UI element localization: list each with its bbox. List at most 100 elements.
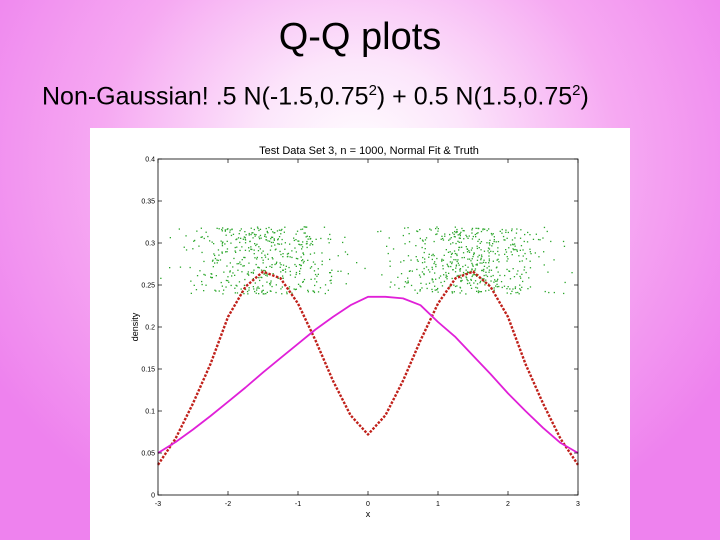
- scatter-point: [314, 278, 316, 280]
- scatter-point: [313, 291, 316, 294]
- scatter-point: [226, 228, 228, 231]
- scatter-point: [519, 260, 521, 263]
- scatter-point: [305, 236, 307, 238]
- scatter-point: [489, 239, 491, 241]
- scatter-point: [313, 270, 316, 272]
- scatter-point: [268, 226, 270, 229]
- scatter-point: [516, 273, 518, 275]
- scatter-point: [488, 260, 490, 262]
- scatter-point: [529, 251, 531, 253]
- scatter-point: [553, 291, 555, 294]
- scatter-point: [564, 281, 566, 284]
- scatter-point: [511, 254, 513, 256]
- scatter-point: [479, 282, 481, 284]
- scatter-point: [226, 240, 228, 242]
- scatter-point: [431, 268, 434, 270]
- scatter-point: [328, 242, 330, 244]
- scatter-point: [517, 270, 519, 272]
- scatter-point: [229, 229, 231, 231]
- scatter-points: [160, 226, 573, 295]
- scatter-point: [227, 228, 229, 230]
- scatter-point: [488, 289, 490, 291]
- scatter-point: [256, 256, 258, 259]
- scatter-point: [271, 266, 273, 268]
- scatter-point: [281, 293, 283, 295]
- scatter-point: [306, 226, 308, 228]
- scatter-point: [424, 248, 426, 250]
- scatter-point: [539, 239, 541, 241]
- scatter-point: [224, 229, 226, 231]
- scatter-point: [254, 235, 256, 237]
- scatter-point: [495, 241, 497, 243]
- scatter-point: [245, 234, 247, 236]
- scatter-point: [451, 291, 453, 293]
- scatter-point: [235, 284, 237, 286]
- scatter-point: [281, 238, 283, 241]
- scatter-point: [414, 289, 416, 291]
- scatter-point: [470, 278, 472, 281]
- scatter-point: [225, 251, 227, 253]
- scatter-point: [297, 240, 299, 242]
- scatter-point: [407, 277, 409, 279]
- scatter-point: [229, 262, 231, 264]
- scatter-point: [258, 277, 260, 279]
- scatter-point: [459, 286, 461, 288]
- y-tick-label: 0.3: [145, 241, 155, 248]
- scatter-point: [239, 241, 241, 244]
- scatter-point: [532, 238, 535, 240]
- scatter-point: [302, 280, 304, 283]
- scatter-point: [450, 253, 453, 255]
- scatter-point: [398, 287, 400, 290]
- scatter-point: [470, 260, 472, 262]
- scatter-point: [304, 232, 306, 234]
- scatter-point: [200, 236, 202, 238]
- scatter-point: [472, 274, 474, 276]
- scatter-point: [324, 292, 326, 295]
- scatter-point: [213, 253, 215, 255]
- scatter-point: [303, 260, 305, 263]
- scatter-point: [302, 252, 304, 254]
- scatter-point: [248, 274, 250, 276]
- scatter-point: [456, 253, 458, 255]
- scatter-point: [324, 284, 327, 286]
- scatter-point: [441, 260, 443, 262]
- scatter-point: [416, 230, 418, 232]
- scatter-point: [254, 282, 256, 284]
- scatter-point: [450, 256, 452, 258]
- scatter-point: [505, 249, 507, 251]
- scatter-point: [243, 284, 246, 286]
- scatter-point: [482, 229, 484, 231]
- scatter-point: [503, 239, 505, 241]
- scatter-point: [254, 257, 256, 259]
- scatter-point: [457, 234, 459, 236]
- scatter-point: [240, 228, 242, 230]
- scatter-point: [434, 289, 436, 291]
- scatter-point: [295, 288, 297, 290]
- scatter-point: [289, 274, 292, 276]
- scatter-point: [262, 259, 264, 261]
- scatter-point: [407, 282, 409, 284]
- scatter-point: [229, 271, 231, 273]
- scatter-point: [289, 243, 291, 245]
- scatter-point: [483, 278, 485, 280]
- scatter-point: [275, 291, 277, 294]
- plot-frame: [157, 158, 579, 496]
- scatter-point: [297, 283, 300, 285]
- scatter-point: [514, 237, 516, 239]
- scatter-point: [280, 243, 283, 245]
- scatter-point: [471, 229, 473, 231]
- scatter-point: [428, 282, 431, 284]
- scatter-point: [388, 237, 390, 239]
- scatter-point: [316, 275, 318, 277]
- scatter-point: [253, 228, 255, 231]
- scatter-point: [431, 266, 433, 268]
- scatter-point: [437, 230, 439, 232]
- scatter-point: [479, 242, 481, 244]
- scatter-point: [524, 233, 526, 236]
- scatter-point: [299, 273, 301, 275]
- scatter-point: [210, 276, 212, 278]
- scatter-point: [480, 291, 482, 293]
- scatter-point: [417, 230, 419, 233]
- scatter-point: [309, 244, 311, 246]
- scatter-point: [214, 289, 216, 291]
